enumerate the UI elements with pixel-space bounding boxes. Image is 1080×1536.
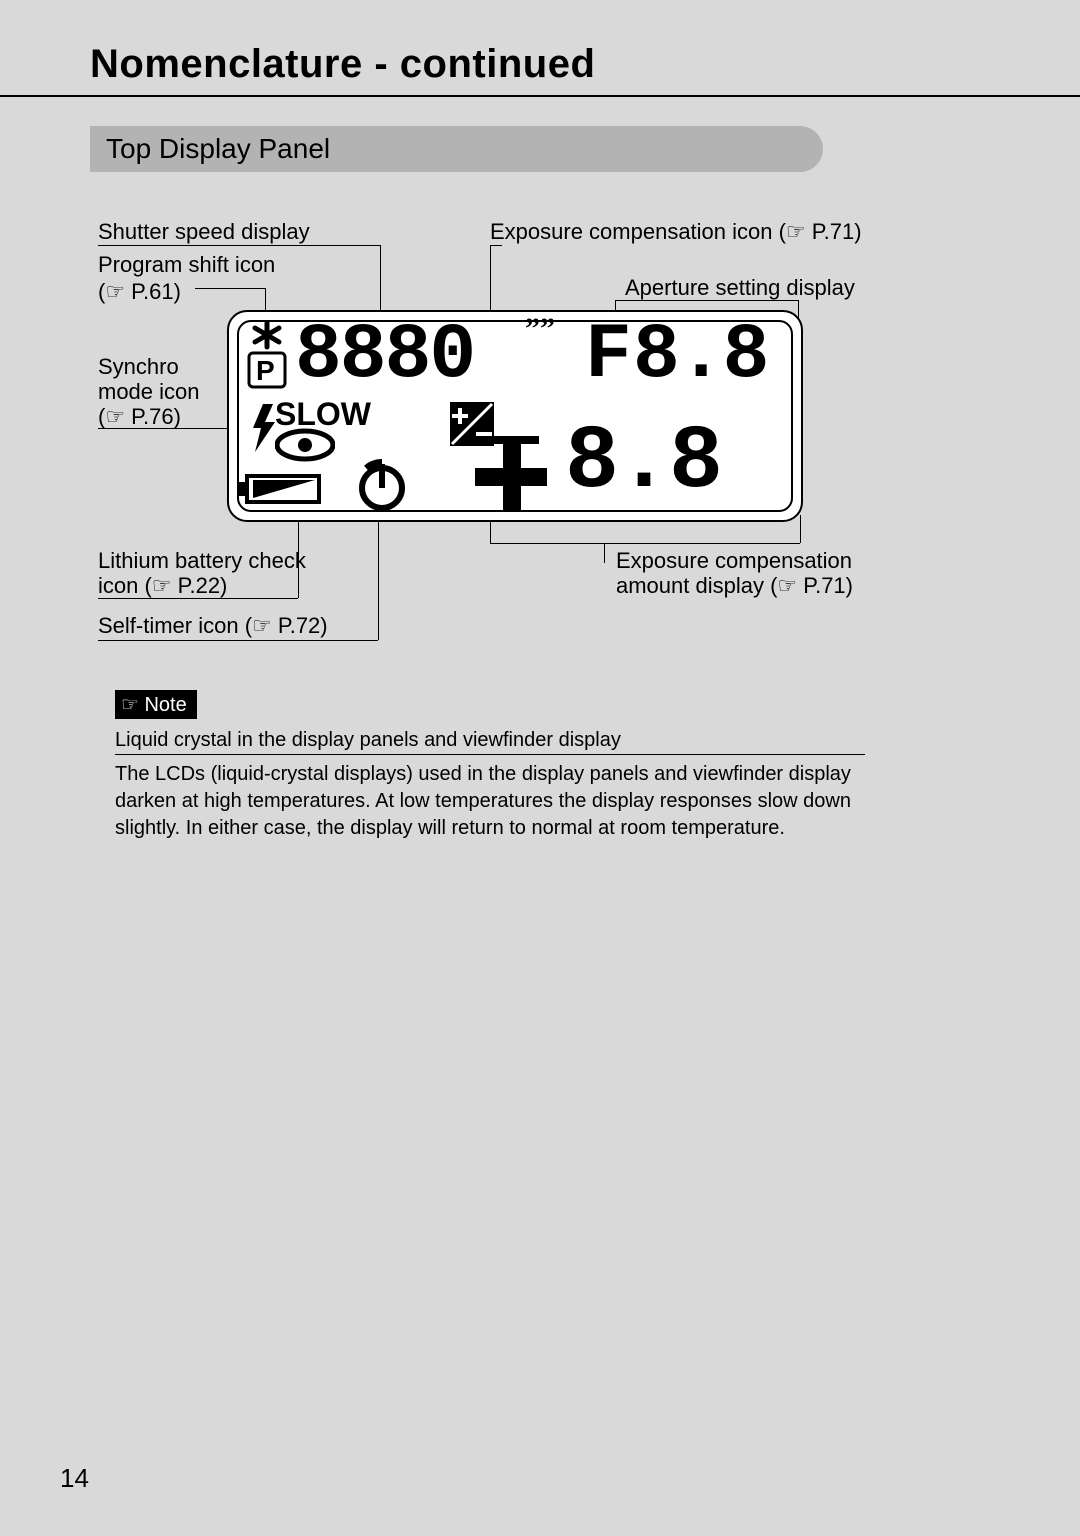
comp-digits: 8.8	[565, 412, 721, 514]
redeye-icon	[275, 428, 335, 467]
note-body: The LCDs (liquid-crystal displays) used …	[115, 761, 865, 842]
leader	[490, 245, 502, 246]
lcd-panel: P 8880 ”” F 8.8 SLOW	[227, 310, 803, 522]
label-battery-l1: Lithium battery check	[98, 547, 306, 575]
comp-sign-icon	[471, 436, 551, 521]
label-aperture: Aperture setting display	[625, 274, 855, 302]
label-expcomp-icon: Exposure compensation icon (☞ P.71)	[490, 218, 862, 246]
title-rule	[0, 95, 1080, 97]
manual-page: Nomenclature - continued Top Display Pan…	[0, 0, 1080, 1536]
leader	[298, 510, 299, 598]
quote-marks-icon: ””	[525, 312, 555, 346]
label-battery-l2: icon (☞ P.22)	[98, 572, 227, 600]
leader	[490, 543, 800, 544]
label-synchro-l1: Synchro	[98, 353, 179, 381]
section-heading-text: Top Display Panel	[106, 133, 330, 165]
leader	[195, 288, 265, 289]
section-heading: Top Display Panel	[90, 126, 823, 172]
leader	[98, 245, 380, 246]
leader	[604, 543, 605, 563]
note-box: ☞ Note Liquid crystal in the display pan…	[115, 690, 865, 842]
leader	[98, 598, 298, 599]
program-shift-icon: P	[245, 320, 289, 395]
shutter-speed-digits: 8880	[295, 312, 474, 400]
page-number: 14	[60, 1463, 89, 1494]
svg-text:P: P	[256, 355, 275, 386]
lcd-content: P 8880 ”” F 8.8 SLOW	[245, 324, 785, 508]
self-timer-icon	[355, 458, 409, 517]
label-expcomp-amt-l2: amount display (☞ P.71)	[616, 572, 853, 600]
note-subtitle: Liquid crystal in the display panels and…	[115, 729, 865, 755]
page-title: Nomenclature - continued	[90, 42, 595, 87]
leader	[490, 245, 491, 318]
leader	[615, 300, 799, 301]
label-synchro-l3: (☞ P.76)	[98, 403, 181, 431]
label-synchro-l2: mode icon	[98, 378, 200, 406]
aperture-digits: 8.8	[633, 312, 767, 400]
label-expcomp-amt-l1: Exposure compensation	[616, 547, 852, 575]
leader	[98, 640, 378, 641]
aperture-f: F	[585, 312, 630, 400]
battery-icon	[239, 472, 329, 511]
leader	[378, 515, 379, 640]
label-selftimer: Self-timer icon (☞ P.72)	[98, 612, 328, 640]
label-program-shift-l2: (☞ P.61)	[98, 278, 181, 306]
note-tag: ☞ Note	[115, 690, 197, 719]
leader	[380, 245, 381, 318]
label-shutter-speed: Shutter speed display	[98, 218, 310, 246]
label-program-shift-l1: Program shift icon	[98, 251, 275, 279]
